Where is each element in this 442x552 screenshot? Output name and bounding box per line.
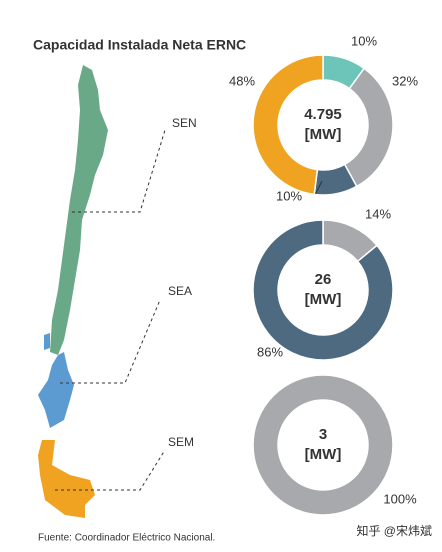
center-value: 4.795 [304, 106, 342, 123]
value-label: 100% [383, 491, 417, 506]
donut-slice [252, 374, 394, 516]
leader-sen [72, 129, 166, 213]
map-sea-island [44, 333, 50, 350]
region-label: SEM [168, 435, 194, 449]
map-sea [38, 352, 74, 428]
title: Capacidad Instalada Neta ERNC [33, 37, 246, 53]
map-sem [38, 440, 95, 518]
center-unit: [MW] [305, 446, 342, 463]
center-unit: [MW] [305, 126, 342, 143]
watermark: 知乎 @宋炜斌 [356, 523, 432, 538]
center-unit: [MW] [305, 291, 342, 308]
region-label: SEN [172, 116, 197, 130]
value-label: 32% [392, 73, 418, 88]
value-label: 14% [365, 206, 391, 221]
center-value: 26 [315, 271, 332, 288]
leader-sem [55, 449, 166, 491]
map-sen [50, 65, 108, 355]
value-label: 10% [276, 188, 302, 203]
center-value: 3 [319, 426, 327, 443]
region-label: SEA [168, 284, 192, 298]
donut-slice [252, 54, 324, 196]
donut-slice [252, 219, 394, 361]
value-label: 48% [229, 73, 255, 88]
value-label: 86% [257, 344, 283, 359]
value-label: 10% [351, 33, 377, 48]
source: Fuente: Coordinador Eléctrico Nacional. [38, 533, 215, 544]
